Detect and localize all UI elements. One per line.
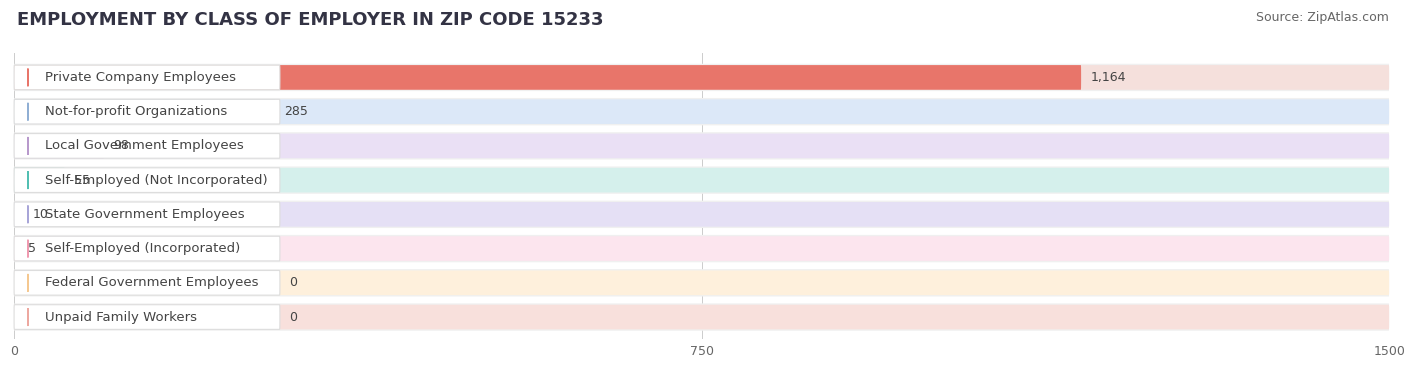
Text: 0: 0 [290,276,297,289]
Text: Federal Government Employees: Federal Government Employees [45,276,259,289]
FancyBboxPatch shape [14,270,280,295]
Text: 1,164: 1,164 [1090,71,1126,84]
FancyBboxPatch shape [14,202,1389,227]
Text: 285: 285 [284,105,308,118]
Text: 0: 0 [290,311,297,323]
FancyBboxPatch shape [14,168,280,192]
Text: 5: 5 [28,242,35,255]
FancyBboxPatch shape [14,168,1389,192]
Text: Self-Employed (Not Incorporated): Self-Employed (Not Incorporated) [45,174,267,187]
FancyBboxPatch shape [14,270,1389,295]
FancyBboxPatch shape [14,236,18,261]
Text: 55: 55 [73,174,90,187]
Text: State Government Employees: State Government Employees [45,208,245,221]
Text: Unpaid Family Workers: Unpaid Family Workers [45,311,197,323]
FancyBboxPatch shape [14,99,280,124]
Text: Private Company Employees: Private Company Employees [45,71,236,84]
FancyBboxPatch shape [14,305,280,329]
FancyBboxPatch shape [14,202,280,227]
FancyBboxPatch shape [14,133,104,158]
Text: Source: ZipAtlas.com: Source: ZipAtlas.com [1256,11,1389,24]
Text: EMPLOYMENT BY CLASS OF EMPLOYER IN ZIP CODE 15233: EMPLOYMENT BY CLASS OF EMPLOYER IN ZIP C… [17,11,603,29]
FancyBboxPatch shape [14,64,1389,91]
FancyBboxPatch shape [14,133,1389,158]
FancyBboxPatch shape [14,132,1389,159]
FancyBboxPatch shape [14,65,280,90]
FancyBboxPatch shape [14,236,1389,261]
FancyBboxPatch shape [14,168,65,192]
Text: Not-for-profit Organizations: Not-for-profit Organizations [45,105,226,118]
FancyBboxPatch shape [14,303,1389,331]
FancyBboxPatch shape [14,65,1389,90]
Text: Self-Employed (Incorporated): Self-Employed (Incorporated) [45,242,240,255]
FancyBboxPatch shape [14,99,1389,124]
Text: 10: 10 [32,208,48,221]
FancyBboxPatch shape [14,133,280,158]
FancyBboxPatch shape [14,202,24,227]
FancyBboxPatch shape [14,99,276,124]
FancyBboxPatch shape [14,98,1389,125]
FancyBboxPatch shape [14,236,280,261]
FancyBboxPatch shape [14,235,1389,262]
FancyBboxPatch shape [14,201,1389,228]
FancyBboxPatch shape [14,65,1081,90]
FancyBboxPatch shape [14,305,1389,329]
FancyBboxPatch shape [14,269,1389,296]
Text: Local Government Employees: Local Government Employees [45,139,243,152]
FancyBboxPatch shape [14,166,1389,194]
Text: 98: 98 [112,139,129,152]
